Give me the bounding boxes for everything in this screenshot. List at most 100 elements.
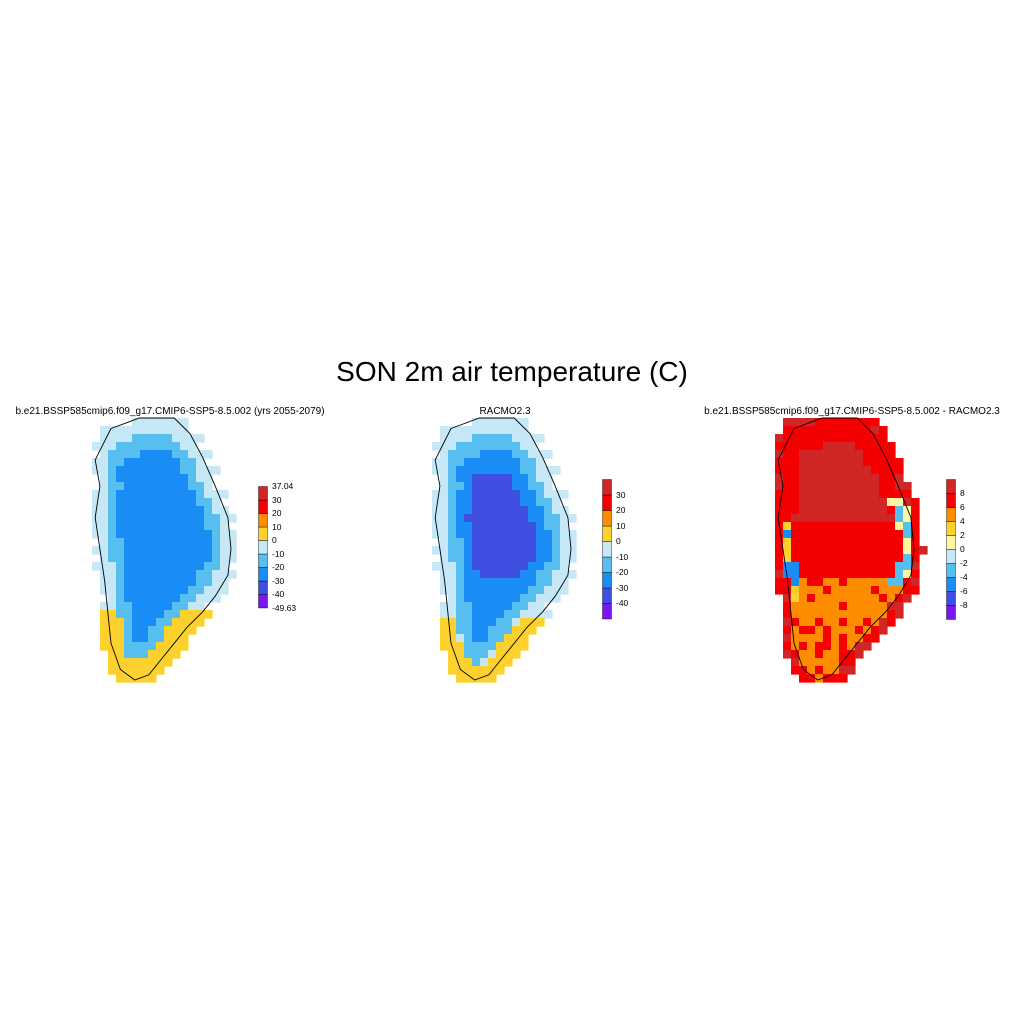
grid-cell [164,426,173,435]
grid-cell [148,442,157,451]
grid-cell [480,418,489,427]
grid-cell [180,562,189,571]
grid-cell [116,530,125,539]
grid-cell [480,426,489,435]
grid-cell [188,482,197,491]
grid-cell [196,490,205,499]
grid-cell [847,426,856,435]
grid-cell [228,546,237,555]
grid-cell [204,586,213,595]
grid-cell [783,482,792,491]
colorbar-tick-label: -10 [616,551,629,562]
grid-cell [156,506,165,515]
grid-cell [124,610,133,619]
grid-cell [504,450,513,459]
grid-cell [871,546,880,555]
grid-cell [528,450,537,459]
grid-cell [140,458,149,467]
grid-cell [172,458,181,467]
grid-cell [512,546,521,555]
grid-cell [863,610,872,619]
colorbar-tick-label: 30 [272,494,282,505]
grid-cell [823,530,832,539]
grid-cell [855,634,864,643]
grid-cell [775,458,784,467]
grid-cell [871,554,880,563]
grid-cell [839,554,848,563]
grid-cell [180,634,189,643]
grid-cell [496,522,505,531]
grid-cell [831,538,840,547]
grid-cell [815,586,824,595]
grid-cell [448,506,457,515]
grid-cell [807,626,816,635]
grid-cell [440,434,449,443]
grid-cell [831,498,840,507]
grid-cell [847,458,856,467]
grid-cell [799,458,808,467]
grid-cell [196,570,205,579]
grid-cell [847,602,856,611]
grid-cell [879,602,888,611]
grid-cell [124,506,133,515]
grid-cell [528,610,537,619]
grid-cell [140,514,149,523]
panel-1-title: b.e21.BSSP585cmip6.f09_g17.CMIP6-SSP5-8.… [15,406,325,417]
grid-cell [831,578,840,587]
grid-cell [871,586,880,595]
grid-cell [536,434,545,443]
grid-cell [512,474,521,483]
grid-cell [228,514,237,523]
grid-cell [180,490,189,499]
grid-cell [456,658,465,667]
grid-cell [847,450,856,459]
grid-cell [488,602,497,611]
grid-cell [172,586,181,595]
grid-cell [823,634,832,643]
grid-cell [799,626,808,635]
grid-cell [480,482,489,491]
grid-cell [124,474,133,483]
grid-cell [140,570,149,579]
colorbar-tick-label: -30 [272,575,285,586]
grid-cell [124,482,133,491]
grid-cell [448,530,457,539]
colorbar-swatch [946,479,956,494]
grid-cell [448,426,457,435]
grid-cell [528,498,537,507]
grid-cell [456,538,465,547]
grid-cell [815,458,824,467]
grid-cell [839,530,848,539]
grid-cell [512,586,521,595]
grid-cell [536,474,545,483]
grid-cell [204,474,213,483]
grid-cell [456,586,465,595]
grid-cell [791,578,800,587]
grid-cell [180,610,189,619]
grid-cell [124,634,133,643]
grid-cell [544,594,553,603]
grid-cell [863,634,872,643]
grid-cell [807,650,816,659]
colorbar-tick-label: 20 [616,505,626,515]
colorbar-swatch [946,605,956,620]
grid-cell [863,418,872,427]
grid-cell [855,538,864,547]
grid-cell [512,530,521,539]
coastline [434,417,572,681]
colorbar-tick-label: 30 [616,489,626,500]
grid-cell [488,482,497,491]
grid-cell [855,482,864,491]
grid-cell [544,570,553,579]
grid-cell [212,586,221,595]
grid-cell [775,538,784,547]
grid-cell [140,602,149,611]
grid-cell [108,522,117,531]
grid-cell [504,458,513,467]
grid-cell [568,570,577,579]
grid-cell [172,562,181,571]
grid-cell [472,466,481,475]
grid-cell [839,650,848,659]
grid-cell [544,562,553,571]
grid-cell [488,562,497,571]
